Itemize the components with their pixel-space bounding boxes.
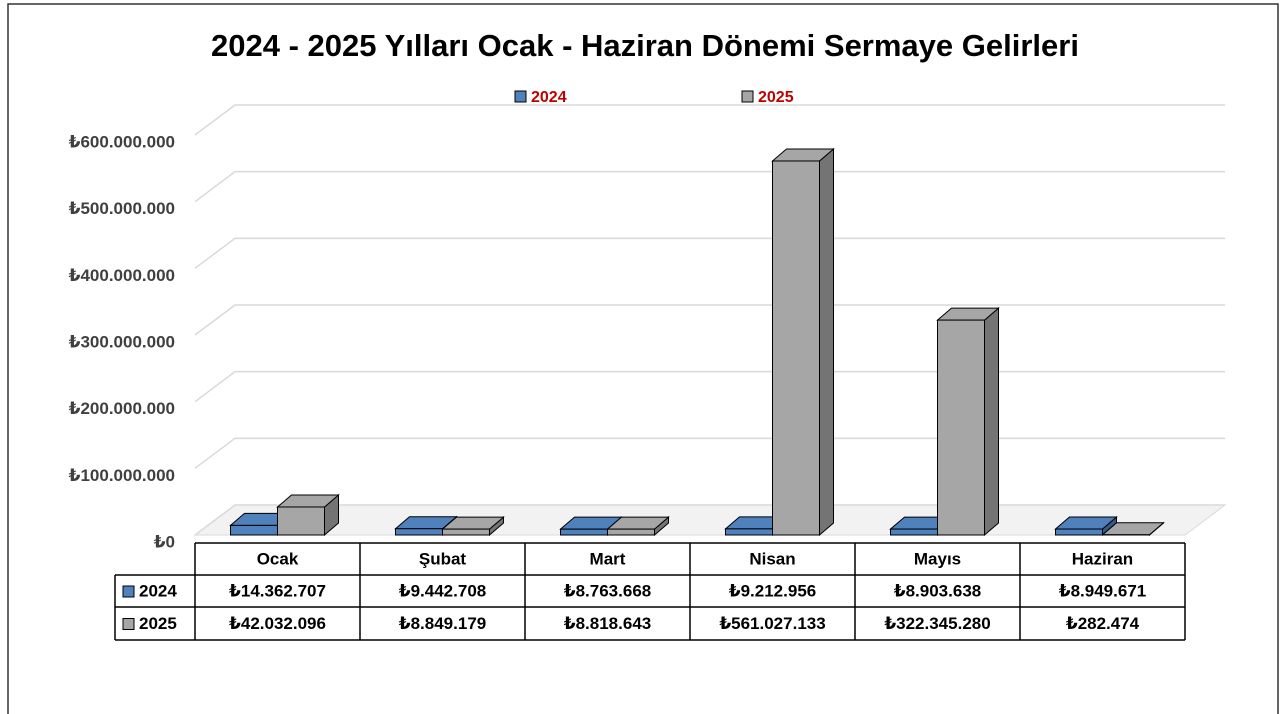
bar — [442, 528, 490, 536]
grid-line — [194, 370, 1225, 403]
grid-line — [194, 304, 1225, 336]
frame — [7, 3, 1279, 714]
x-tick-label: Mart — [590, 549, 626, 568]
table-series-label: 2024 — [139, 581, 177, 600]
bar — [395, 528, 443, 536]
table-value: ₺8.818.643 — [564, 614, 651, 633]
table-legend-swatch — [122, 585, 135, 598]
bar — [1055, 528, 1103, 536]
table-value: ₺282.474 — [1066, 614, 1140, 633]
y-tick-label: ₺600.000.000 — [69, 132, 175, 151]
table-value: ₺8.849.179 — [399, 614, 486, 633]
bar — [890, 528, 938, 536]
grid-line — [194, 504, 1225, 536]
table-series-label: 2025 — [139, 614, 177, 633]
table-value: ₺8.949.671 — [1059, 581, 1146, 600]
table-value: ₺14.362.707 — [229, 581, 326, 600]
bar-side — [984, 307, 999, 537]
table-value: ₺322.345.280 — [884, 614, 990, 633]
chart-title: 2024 - 2025 Yılları Ocak - Haziran Dönem… — [211, 28, 1079, 63]
grid-line — [194, 437, 1225, 469]
x-tick-label: Şubat — [419, 549, 467, 568]
y-tick-label: ₺500.000.000 — [69, 199, 175, 218]
bar — [230, 524, 278, 536]
legend-label: 2024 — [531, 89, 567, 106]
table-value: ₺9.212.956 — [729, 581, 816, 600]
legend-swatch — [514, 90, 527, 103]
bar — [277, 506, 325, 536]
table-value: ₺9.442.708 — [399, 581, 486, 600]
x-tick-label: Haziran — [1072, 549, 1133, 568]
grid-line — [194, 237, 1225, 269]
bar — [725, 528, 773, 536]
table-legend-swatch — [122, 618, 135, 630]
grid-line — [194, 170, 1225, 203]
table-value: ₺561.027.133 — [719, 614, 825, 633]
y-tick-label: ₺300.000.000 — [69, 332, 175, 351]
table-value: ₺8.903.638 — [894, 581, 981, 600]
bar — [937, 319, 985, 536]
y-tick-label: ₺100.000.000 — [69, 466, 175, 485]
table-value: ₺8.763.668 — [564, 581, 651, 600]
legend-swatch — [741, 90, 754, 103]
y-tick-label: ₺400.000.000 — [69, 266, 175, 285]
grid-line — [194, 104, 1225, 136]
table-value: ₺42.032.096 — [229, 614, 326, 633]
x-tick-label: Ocak — [257, 549, 299, 568]
legend-label: 2025 — [758, 89, 794, 106]
x-tick-label: Nisan — [749, 549, 795, 568]
bar — [607, 528, 655, 536]
bar — [772, 160, 820, 536]
y-tick-label: ₺200.000.000 — [69, 399, 175, 418]
bar — [560, 528, 608, 536]
x-tick-label: Mayıs — [914, 549, 961, 568]
bar-side — [819, 147, 834, 537]
y-tick-label: ₺0 — [154, 532, 175, 551]
